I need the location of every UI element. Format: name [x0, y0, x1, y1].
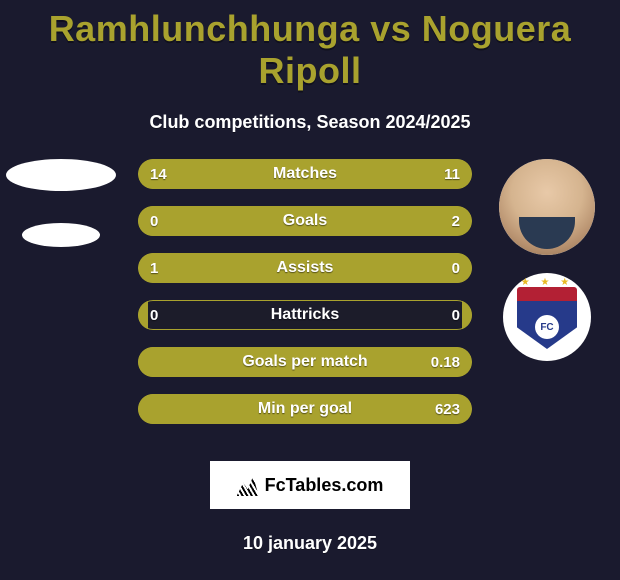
fctables-logo-icon: [237, 474, 259, 496]
stat-row: 0 Hattricks 0: [138, 300, 472, 330]
stat-right-value: 0: [452, 260, 460, 277]
page-title: Ramhlunchhunga vs Noguera Ripoll: [0, 8, 620, 92]
stat-row: 14 Matches 11: [138, 159, 472, 189]
stat-label: Goals per match: [242, 353, 367, 371]
club-initials: FC: [535, 315, 559, 339]
stat-row: 0 Goals 2: [138, 206, 472, 236]
branding-box: FcTables.com: [210, 461, 410, 509]
stat-right-value: 11: [444, 166, 460, 183]
stat-row: 1 Assists 0: [138, 253, 472, 283]
stat-right-value: 623: [435, 401, 460, 418]
right-player-avatar: [499, 159, 595, 255]
stat-row: Goals per match 0.18: [138, 347, 472, 377]
stat-bars: 14 Matches 11 0 Goals 2 1 Assists 0 0 Hattricks 0 Go…: [138, 159, 472, 424]
stat-label: Assists: [277, 259, 334, 277]
branding-text: FcTables.com: [265, 475, 384, 496]
stat-label: Goals: [283, 212, 327, 230]
stat-left-value: 14: [150, 166, 167, 183]
right-club-badge: ★ ★ ★ FC: [503, 273, 591, 361]
left-club-badge-placeholder: [22, 223, 100, 247]
stat-left-value: 0: [150, 307, 158, 324]
left-player-column: [6, 159, 116, 247]
stat-label: Matches: [273, 165, 337, 183]
title-player1: Ramhlunchhunga: [49, 8, 360, 49]
stat-label: Hattricks: [271, 306, 339, 324]
date-text: 10 january 2025: [0, 533, 620, 554]
right-player-column: ★ ★ ★ FC: [492, 159, 602, 361]
player-photo-icon: [499, 159, 595, 255]
comparison-area: ★ ★ ★ FC 14Matches110Goals21Assists00Hat…: [0, 171, 620, 451]
left-player-avatar-placeholder: [6, 159, 116, 191]
subtitle: Club competitions, Season 2024/2025: [0, 112, 620, 133]
stat-row: Min per goal 623: [138, 394, 472, 424]
infographic-root: Ramhlunchhunga vs Noguera Ripoll Club co…: [0, 0, 620, 580]
stat-right-value: 2: [452, 213, 460, 230]
stat-left-value: 0: [150, 213, 158, 230]
title-vs: vs: [370, 8, 411, 49]
shield-icon: ★ ★ ★ FC: [511, 281, 583, 353]
stat-label: Min per goal: [258, 400, 352, 418]
stat-right-value: 0: [452, 307, 460, 324]
stat-right-value: 0.18: [431, 354, 460, 371]
stat-left-value: 1: [150, 260, 158, 277]
